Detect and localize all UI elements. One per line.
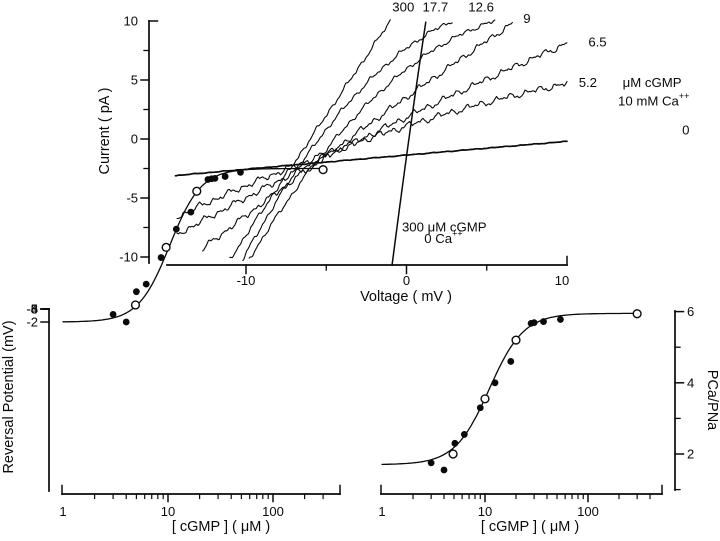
y-tick-label: -6 (26, 302, 38, 317)
data-point-filled (451, 439, 459, 447)
data-point-filled (507, 358, 515, 365)
data-point-filled (172, 225, 180, 233)
curve-label: μM cGMP (623, 75, 682, 90)
x-tick-label: 10 (478, 504, 492, 519)
fit-curve (381, 312, 638, 466)
fit-curve (62, 167, 324, 323)
data-point-filled (440, 466, 448, 474)
iv-curve-5.2 (176, 80, 568, 220)
data-point-filled (122, 318, 130, 326)
data-point-filled (142, 280, 150, 288)
y-axis-title: Reversal Potential (mV) (1, 320, 17, 473)
data-point-open (511, 335, 521, 345)
data-point-filled (476, 404, 484, 412)
curve-label: 0 (682, 122, 689, 137)
curve-label: 5.2 (579, 75, 597, 90)
data-point-open (480, 394, 490, 404)
data-point-filled (530, 319, 538, 327)
iv-curve-17.7 (242, 22, 453, 262)
y-tick-label: 0 (131, 132, 138, 147)
y-axis-title: PCa/PNa (704, 370, 720, 431)
x-tick-label: 1 (59, 504, 66, 519)
x-axis-title: [ cGMP ] ( μM ) (172, 519, 270, 535)
iv-curve-300-0-Ca- (391, 21, 427, 267)
y-tick-label: -5 (126, 191, 138, 206)
y-tick-label: -2 (26, 315, 38, 330)
data-point-filled (187, 208, 195, 216)
y-tick-label: -4 (26, 302, 38, 317)
x-tick-label: 0 (403, 273, 410, 288)
iv-curve-12.6 (248, 19, 496, 259)
curve-label: 17.7 (423, 0, 449, 14)
data-point-filled (237, 168, 244, 176)
x-tick-label: 100 (577, 504, 599, 519)
pca-pna-panel: 6 4 2 1 10 100 PCa/PNa [ cGMP ] ( μM ) (378, 304, 720, 535)
x-tick-label: 10 (555, 273, 569, 288)
data-point-filled (132, 288, 140, 296)
data-point-filled (460, 431, 468, 438)
iv-curve-6.5 (176, 42, 568, 235)
iv-curve-9 (202, 21, 513, 252)
data-point-filled (221, 173, 229, 180)
x-tick-label: 10 (161, 504, 175, 519)
y-tick-label: 6 (687, 304, 694, 319)
curve-label: 9 (523, 11, 530, 26)
data-point-open (448, 449, 458, 459)
y-tick-label: 2 (687, 447, 694, 462)
iv-curve-300 (229, 19, 391, 259)
curve-label: 0 Ca++ (424, 229, 462, 247)
y-tick-label: 5 (131, 73, 138, 88)
y-tick-label: 4 (687, 375, 694, 390)
y-axis-title: Current ( pA ) (97, 87, 113, 174)
x-axis-title: [ cGMP ] ( μM ) (481, 519, 579, 535)
x-tick-label: 1 (378, 504, 385, 519)
curve-label: 300 μM cGMP (402, 219, 487, 234)
y-tick-label: -3 (26, 302, 38, 317)
data-point-open (318, 165, 328, 175)
data-point-open (192, 186, 202, 196)
data-point-filled (557, 316, 564, 323)
iv-panel: 10 5 0 -5 -10 -10 0 10 Current ( pA ) Voltage ( m… (97, 0, 689, 305)
curve-label: 300 (392, 0, 414, 14)
x-tick-label: -10 (237, 273, 256, 288)
data-point-open (632, 309, 642, 319)
y-tick-label: -5 (26, 302, 38, 317)
y-tick-label: -10 (119, 250, 138, 265)
data-point-filled (211, 174, 219, 182)
data-point-filled (540, 318, 547, 325)
curve-label: 6.5 (588, 35, 606, 50)
x-axis-title: Voltage ( mV ) (360, 289, 452, 305)
data-point-filled (157, 254, 165, 261)
data-point-open (161, 242, 171, 252)
curve-label: 12.6 (468, 0, 494, 14)
y-tick-label: 10 (124, 14, 138, 29)
x-tick-label: 100 (262, 504, 284, 519)
curve-label: 10 mM Ca++ (618, 91, 689, 109)
data-point-filled (427, 459, 435, 467)
data-point-filled (491, 379, 499, 387)
data-point-filled (109, 311, 117, 318)
data-point-open (130, 300, 141, 310)
